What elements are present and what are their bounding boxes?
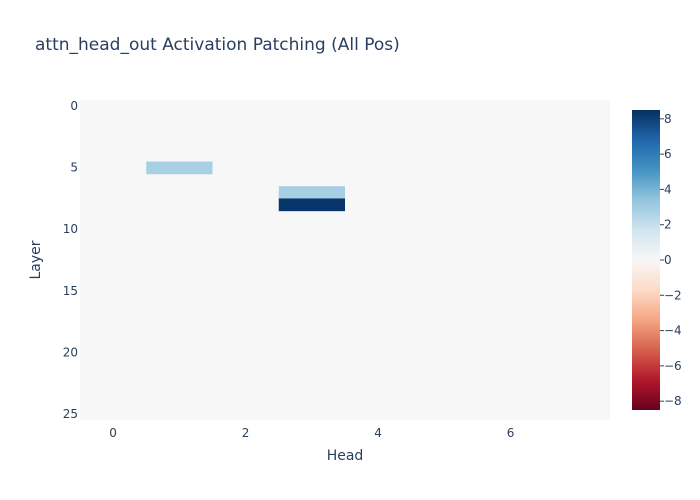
colorbar-tick-label: −4: [664, 324, 682, 338]
y-tick-label: 25: [63, 407, 78, 421]
y-axis-ticks: 0 5 10 15 20 25: [63, 99, 78, 421]
heatmap-cell: [278, 186, 345, 199]
y-tick-label: 5: [70, 161, 78, 175]
colorbar-tick-label: −2: [664, 288, 682, 302]
x-tick-label: 2: [242, 426, 250, 440]
x-axis-ticks: 0 2 4 6: [109, 426, 514, 440]
y-tick-label: 0: [70, 99, 78, 113]
y-tick-label: 20: [63, 345, 78, 359]
x-tick-label: 4: [374, 426, 382, 440]
x-axis-title: Head: [327, 448, 364, 464]
colorbar-tick-label: −8: [664, 394, 682, 408]
colorbar: [632, 110, 660, 410]
colorbar-ticks: 8 6 4 2 0 −2 −4 −6 −8: [660, 112, 682, 408]
colorbar-tick-label: 8: [664, 112, 672, 126]
colorbar-tick-label: 0: [664, 253, 672, 267]
plot-background: [80, 100, 610, 420]
x-tick-label: 6: [507, 426, 515, 440]
heatmap-cell: [278, 198, 345, 212]
colorbar-tick-label: 2: [664, 218, 672, 232]
heatmap-cells: [146, 161, 345, 212]
colorbar-tick-label: −6: [664, 359, 682, 373]
y-axis-title: Layer: [28, 240, 44, 279]
x-tick-label: 0: [109, 426, 117, 440]
y-tick-label: 15: [63, 284, 78, 298]
colorbar-tick-label: 4: [664, 182, 672, 196]
y-tick-label: 10: [63, 222, 78, 236]
chart-title: attn_head_out Activation Patching (All P…: [35, 35, 400, 55]
colorbar-tick-label: 6: [664, 147, 672, 161]
heatmap-cell: [146, 161, 213, 175]
